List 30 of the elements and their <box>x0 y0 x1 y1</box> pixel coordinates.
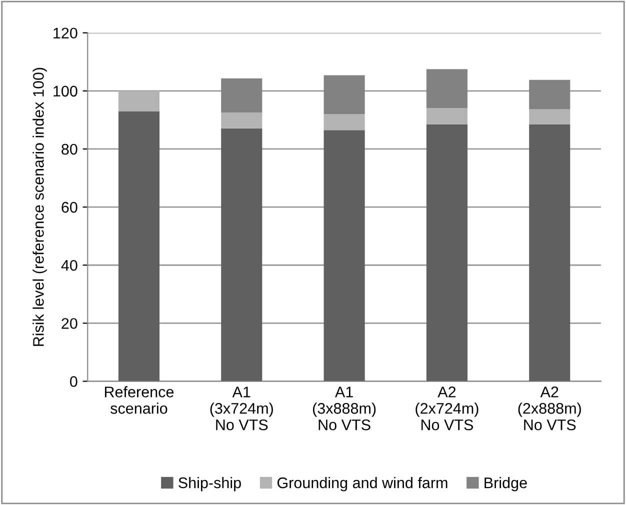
bar <box>529 80 570 110</box>
bar <box>324 130 365 382</box>
bar <box>426 124 468 382</box>
bar <box>426 69 468 108</box>
y-tick-label: 60 <box>62 202 78 213</box>
legend-label: Bridge <box>484 477 527 492</box>
y-tick-label: 0 <box>70 376 78 387</box>
y-tick-label: 100 <box>54 86 78 97</box>
bar <box>221 112 262 128</box>
x-tick-label: A2 (2x724m) No VTS <box>416 386 478 430</box>
y-tick-label: 80 <box>62 144 78 155</box>
bar <box>221 128 262 382</box>
x-tick-label: A1 (3x724m) No VTS <box>210 386 273 430</box>
x-tick-label: A2 (2x888m) No VTS <box>518 386 581 430</box>
bar <box>529 109 570 124</box>
bar <box>221 78 262 113</box>
bar <box>118 111 160 382</box>
legend-label: Grounding and wind farm <box>277 477 448 492</box>
x-tick-label: A1 (3x888m) No VTS <box>312 386 376 430</box>
x-tick-label: Reference scenario <box>104 386 174 414</box>
y-axis-title: Risik level (reference scenario index 100) <box>32 68 47 346</box>
y-tick-label: 20 <box>62 318 78 329</box>
y-tick-label: 40 <box>61 260 78 271</box>
bar <box>426 108 468 124</box>
legend-label: Ship-ship <box>178 477 241 492</box>
bar <box>324 75 365 114</box>
bar <box>529 124 570 382</box>
bar <box>118 90 160 112</box>
y-tick-label: 120 <box>54 28 78 39</box>
bar <box>324 114 365 130</box>
